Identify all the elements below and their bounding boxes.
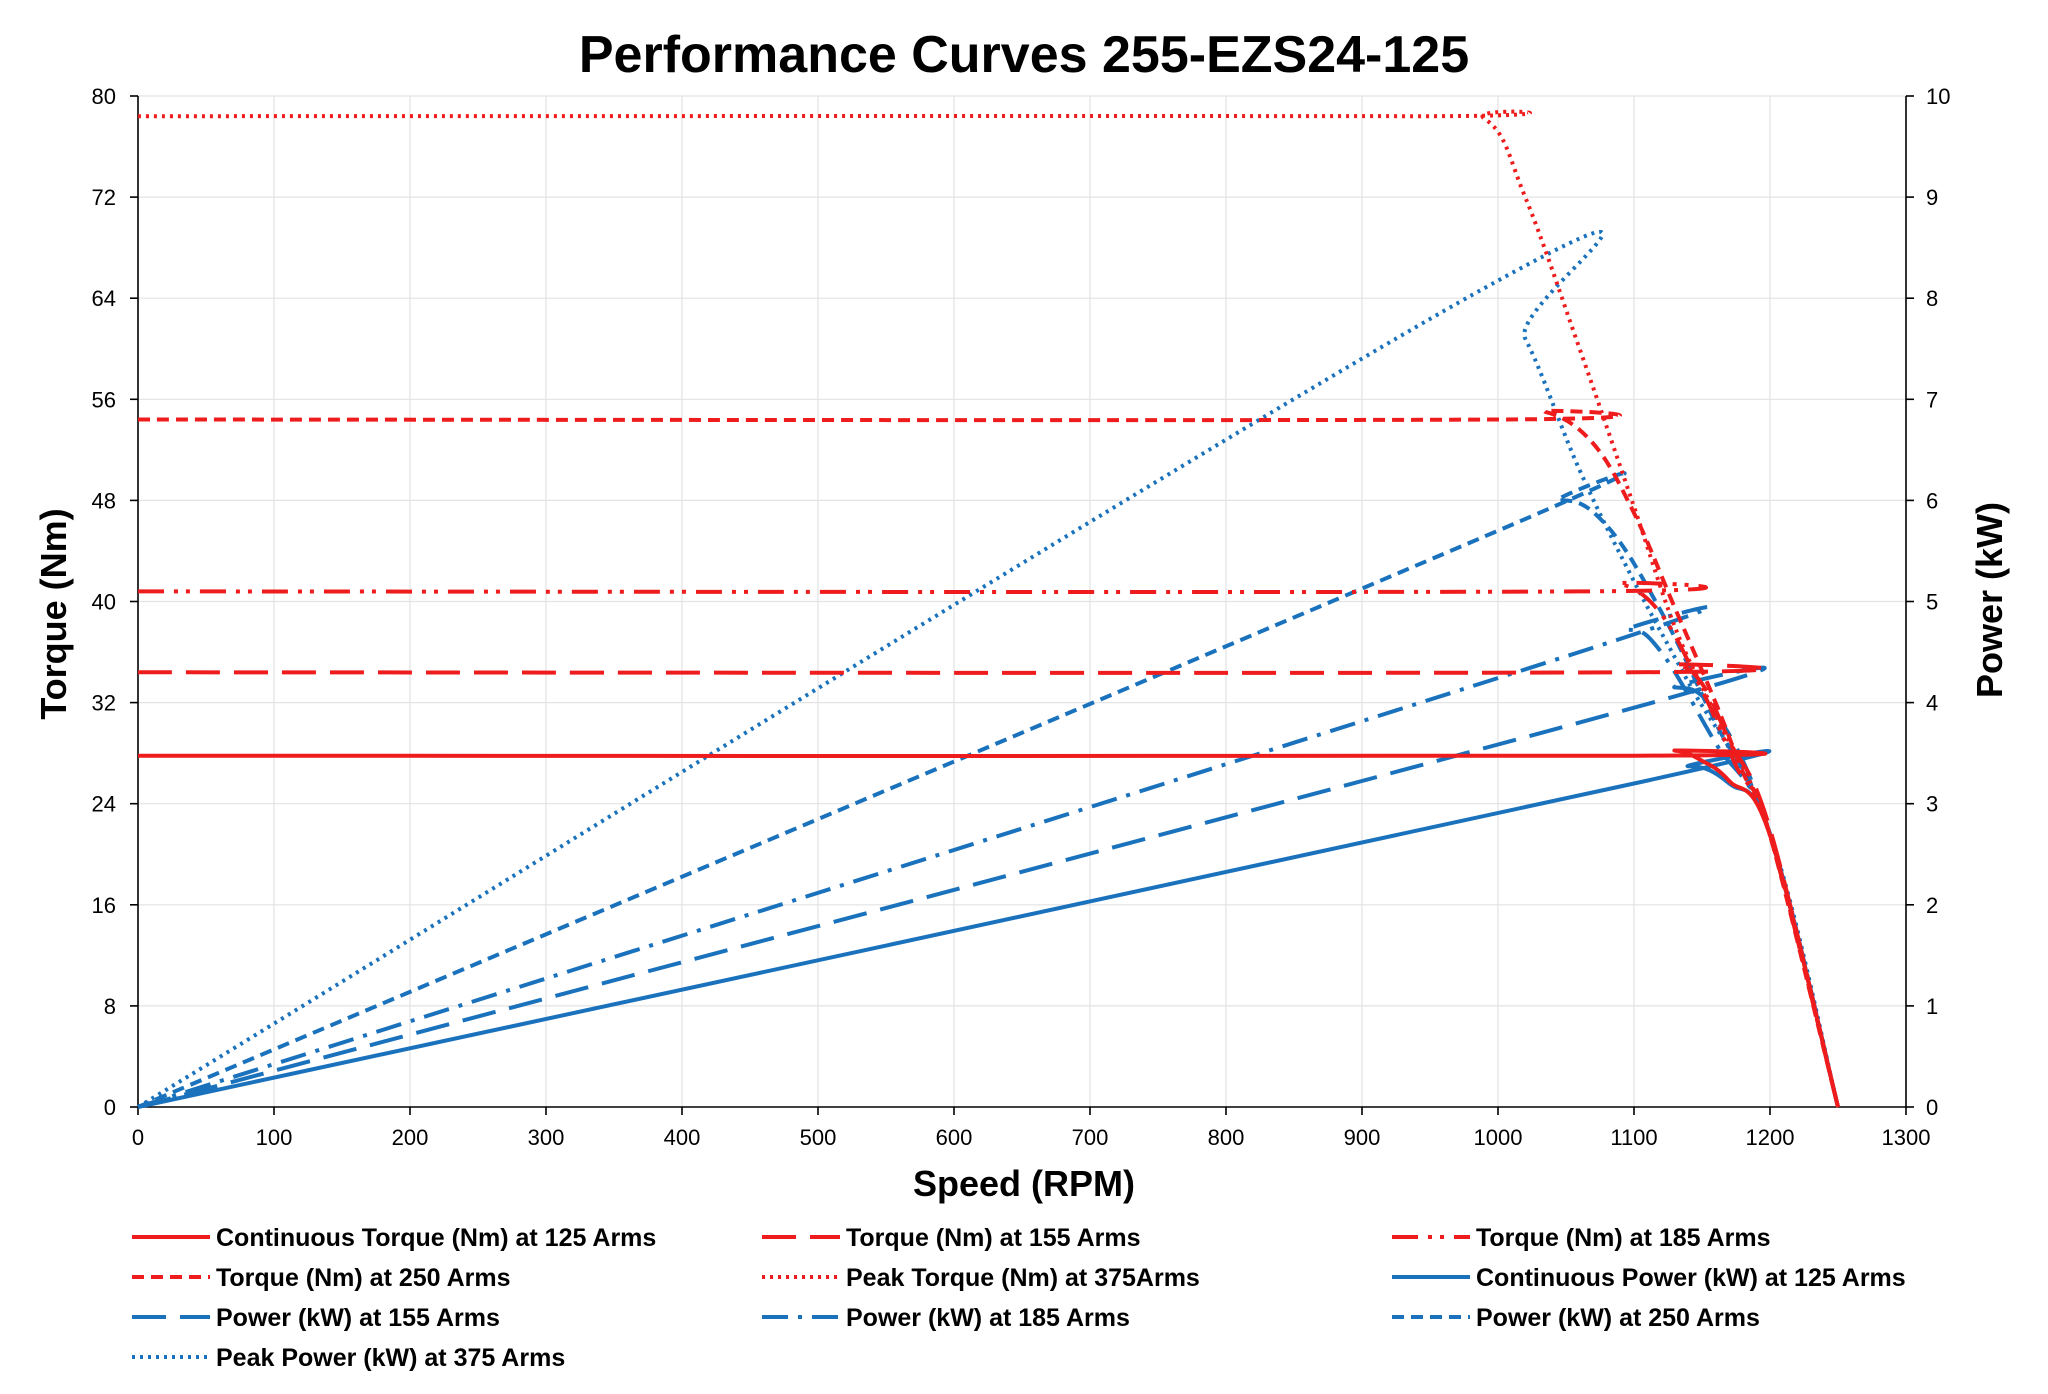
y-right-tick-label: 10	[1926, 84, 1950, 109]
series-line-4	[137, 408, 1840, 1108]
y-right-axis-title: Power (kW)	[1969, 502, 2010, 698]
legend-label-7: Power (kW) at 155 Arms	[216, 1304, 500, 1332]
x-tick-label: 1000	[1474, 1125, 1523, 1150]
tick-labels: 0 100 200 300 400 500 600 700 800 900 1000 1100 1200…	[92, 84, 1951, 1150]
y-right-tick-label: 2	[1926, 893, 1938, 918]
y-left-tick-label: 72	[92, 185, 116, 210]
legend-label-10: Peak Power (kW) at 375 Arms	[216, 1344, 565, 1372]
x-tick-label: 700	[1072, 1125, 1109, 1150]
legend-label-4: Torque (Nm) at 250 Arms	[216, 1264, 511, 1292]
y-right-tick-label: 0	[1926, 1095, 1938, 1120]
grid-lines	[138, 95, 1907, 1107]
y-right-tick-label: 8	[1926, 286, 1938, 311]
x-tick-label: 300	[528, 1125, 565, 1150]
series-line-5	[137, 109, 1840, 1108]
x-tick-label: 500	[800, 1125, 837, 1150]
y-left-tick-label: 48	[92, 488, 116, 513]
y-left-tick-label: 32	[92, 691, 116, 716]
x-tick-label: 1300	[1882, 1125, 1931, 1150]
series-line-2	[137, 662, 1840, 1108]
y-left-tick-label: 40	[92, 590, 116, 615]
x-tick-label: 1100	[1610, 1125, 1657, 1150]
series-line-8	[137, 605, 1840, 1109]
series-line-7	[137, 665, 1840, 1109]
y-left-tick-label: 0	[104, 1095, 116, 1120]
series-line-6	[137, 748, 1840, 1109]
legend-label-2: Torque (Nm) at 155 Arms	[846, 1224, 1141, 1252]
legend-label-5: Peak Torque (Nm) at 375Arms	[846, 1264, 1200, 1292]
y-left-tick-label: 16	[92, 893, 116, 918]
y-left-tick-label: 8	[104, 994, 116, 1019]
y-right-tick-label: 1	[1926, 994, 1938, 1019]
y-left-axis-title: Torque (Nm)	[33, 508, 74, 719]
y-left-tick-label: 80	[92, 84, 116, 109]
x-axis-title: Speed (RPM)	[913, 1163, 1135, 1204]
x-tick-label: 900	[1344, 1125, 1381, 1150]
y-right-tick-label: 7	[1926, 387, 1938, 412]
legend: Continuous Torque (Nm) at 125 Arms Torque…	[132, 1224, 1906, 1372]
y-right-tick-label: 5	[1926, 590, 1938, 615]
legend-label-9: Power (kW) at 250 Arms	[1476, 1304, 1760, 1332]
series-line-10	[136, 229, 1840, 1109]
chart-title: Performance Curves 255-EZS24-125	[579, 26, 1469, 84]
x-tick-label: 400	[664, 1125, 701, 1150]
axes	[130, 95, 1914, 1115]
y-left-tick-label: 56	[92, 387, 116, 412]
legend-label-3: Torque (Nm) at 185 Arms	[1476, 1224, 1771, 1252]
x-tick-label: 600	[936, 1125, 973, 1150]
legend-label-1: Continuous Torque (Nm) at 125 Arms	[216, 1224, 656, 1252]
x-tick-label: 200	[392, 1125, 429, 1150]
x-tick-label: 800	[1208, 1125, 1245, 1150]
y-right-tick-label: 3	[1926, 792, 1938, 817]
series-lines	[136, 109, 1840, 1109]
y-right-tick-label: 6	[1926, 488, 1938, 513]
x-tick-label: 1200	[1746, 1125, 1795, 1150]
legend-label-6: Continuous Power (kW) at 125 Arms	[1476, 1264, 1906, 1292]
y-left-tick-label: 24	[92, 792, 116, 817]
series-line-9	[137, 471, 1840, 1109]
y-right-tick-label: 9	[1926, 185, 1938, 210]
x-tick-label: 100	[256, 1125, 293, 1150]
y-left-tick-label: 64	[92, 286, 116, 311]
x-tick-label: 0	[132, 1125, 144, 1150]
legend-label-8: Power (kW) at 185 Arms	[846, 1304, 1130, 1332]
y-right-tick-label: 4	[1926, 691, 1938, 716]
